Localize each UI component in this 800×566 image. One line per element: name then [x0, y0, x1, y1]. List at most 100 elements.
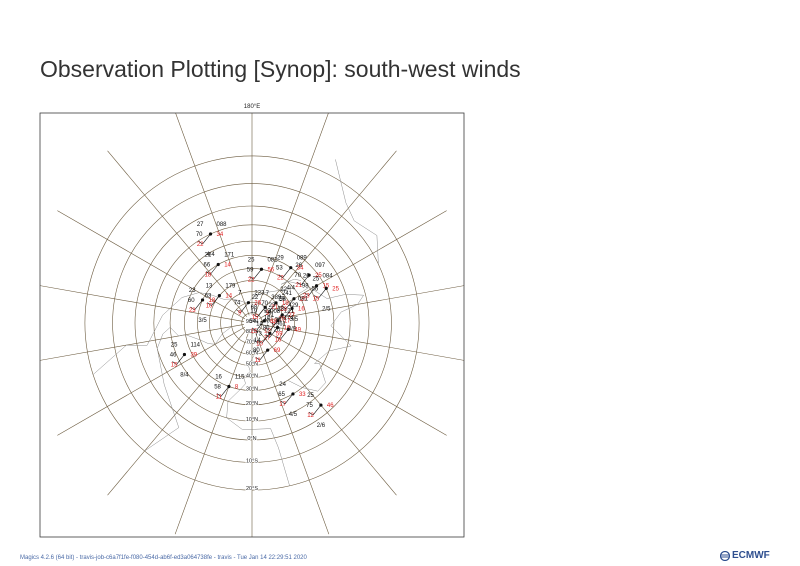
station-visibility: 63 [205, 294, 212, 300]
meridian-line [257, 329, 397, 496]
meridian-line [40, 324, 244, 361]
wind-barb [280, 329, 289, 340]
station-tendency: 46 [327, 403, 334, 409]
station-dewpoint: 15 [252, 315, 259, 321]
station-dot [292, 297, 296, 301]
station-dewpoint: 3 [266, 311, 270, 317]
station-pressure: 171 [224, 253, 235, 259]
station-tendency: 17 [284, 319, 291, 325]
station-tendency: 56 [267, 267, 274, 273]
wind-barb [240, 302, 249, 313]
meridian-line [257, 150, 397, 317]
wind-barb [308, 285, 317, 296]
station-temperature: 10 [264, 316, 271, 322]
station-tendency: 15 [323, 284, 330, 290]
wind-barb-feather [308, 411, 314, 416]
station-dot [275, 325, 280, 330]
meridian-line [260, 285, 464, 322]
wind-barb-feather [172, 361, 177, 365]
station-dewpoint: 10 [256, 341, 263, 347]
wind-barb-feather [255, 356, 260, 361]
meridian-line [107, 329, 247, 496]
coastline [255, 301, 269, 339]
wind-barb-feather [253, 313, 258, 318]
station-tendency: 16 [298, 306, 305, 312]
station-dot [217, 294, 221, 298]
wind-barb-feather [314, 295, 319, 299]
latitude-label: 10°S [246, 458, 258, 464]
wind-barb-feather [190, 306, 195, 311]
station-visibility: 60 [188, 298, 195, 304]
wind-barb [176, 354, 185, 365]
footer-text: Magics 4.2.6 (64 bit) - travis-job-c6a7f… [20, 555, 307, 561]
station-dot [268, 331, 272, 335]
station-tendency: 25 [315, 273, 322, 279]
station-dewpoint: 17 [279, 402, 286, 408]
wind-barb [202, 233, 211, 245]
station-dewpoint: 12 [264, 329, 271, 335]
station-temperature: 26 [295, 263, 302, 269]
station-visibility: 70 [294, 273, 301, 279]
station-pressure: 008 [270, 309, 281, 315]
station-cloud: 2/6 [317, 423, 326, 429]
meridian-line [107, 150, 247, 317]
wind-barb-feather [281, 305, 287, 310]
wind-barb [267, 302, 277, 314]
meridian-line [258, 210, 447, 320]
station-visibility: 65 [278, 392, 285, 398]
latitude-label: 30°N [246, 387, 258, 393]
wind-barb-feather [207, 302, 212, 306]
station-visibility: 70 [261, 301, 268, 307]
station-temperature: 25 [307, 393, 314, 399]
station-cloud: 4/4 [287, 286, 296, 292]
station-dot [291, 392, 295, 396]
station-tendency: 59 [276, 331, 283, 337]
latitude-label: 0°N [247, 436, 256, 442]
station-tendency: 20 [300, 297, 307, 303]
station-dot [259, 267, 264, 271]
station-cloud: 4/5 [289, 412, 298, 418]
station-pressure: 089 [297, 256, 308, 262]
station-dot [216, 262, 220, 267]
station-temperature: 25 [248, 257, 255, 263]
meridian-line [175, 113, 250, 316]
wind-barb [253, 269, 262, 280]
station-visibility: 80 [263, 326, 270, 332]
station-dewpoint: 22 [197, 242, 204, 248]
station-dot [319, 403, 323, 407]
station-dot [227, 384, 231, 389]
station-tendency: 69 [274, 348, 281, 354]
station-visibility: 40 [263, 319, 270, 325]
station-dewpoint: 15 [313, 296, 320, 302]
station-visibility: 58 [214, 384, 221, 390]
station-temperature: 16 [215, 374, 222, 380]
station-dewpoint: 11 [254, 358, 261, 364]
station-dot [289, 266, 293, 270]
meridian-line [254, 113, 329, 316]
station-dewpoint: 12 [307, 413, 314, 419]
station-pressure: 088 [217, 222, 228, 228]
station-tendency: 19 [282, 301, 289, 307]
wind-barb-feather [265, 327, 271, 331]
station-dewpoint: 23 [303, 294, 310, 300]
wind-barb [257, 307, 266, 318]
station-pressure: 961 [276, 321, 287, 327]
wind-barb-feather [249, 276, 254, 280]
station-dot [286, 327, 290, 332]
station-dewpoint: 28 [280, 307, 287, 313]
graticule [40, 113, 464, 537]
station-visibility: 73 [255, 331, 262, 337]
station-tendency: 25 [332, 286, 339, 292]
station-tendency: 68 [270, 319, 277, 325]
wind-barb [284, 393, 294, 405]
station-temperature: 28 [275, 317, 282, 323]
station-tendency: 33 [299, 392, 306, 398]
meridian-line [174, 330, 250, 535]
wind-barb-feather [216, 393, 222, 397]
station-visibility: 56 [312, 286, 319, 292]
station-dot [200, 298, 205, 302]
station-dot [314, 284, 319, 288]
station-dewpoint: 22 [248, 277, 255, 283]
station-temperature: 25 [171, 343, 178, 349]
station-visibility: 66 [204, 263, 211, 269]
